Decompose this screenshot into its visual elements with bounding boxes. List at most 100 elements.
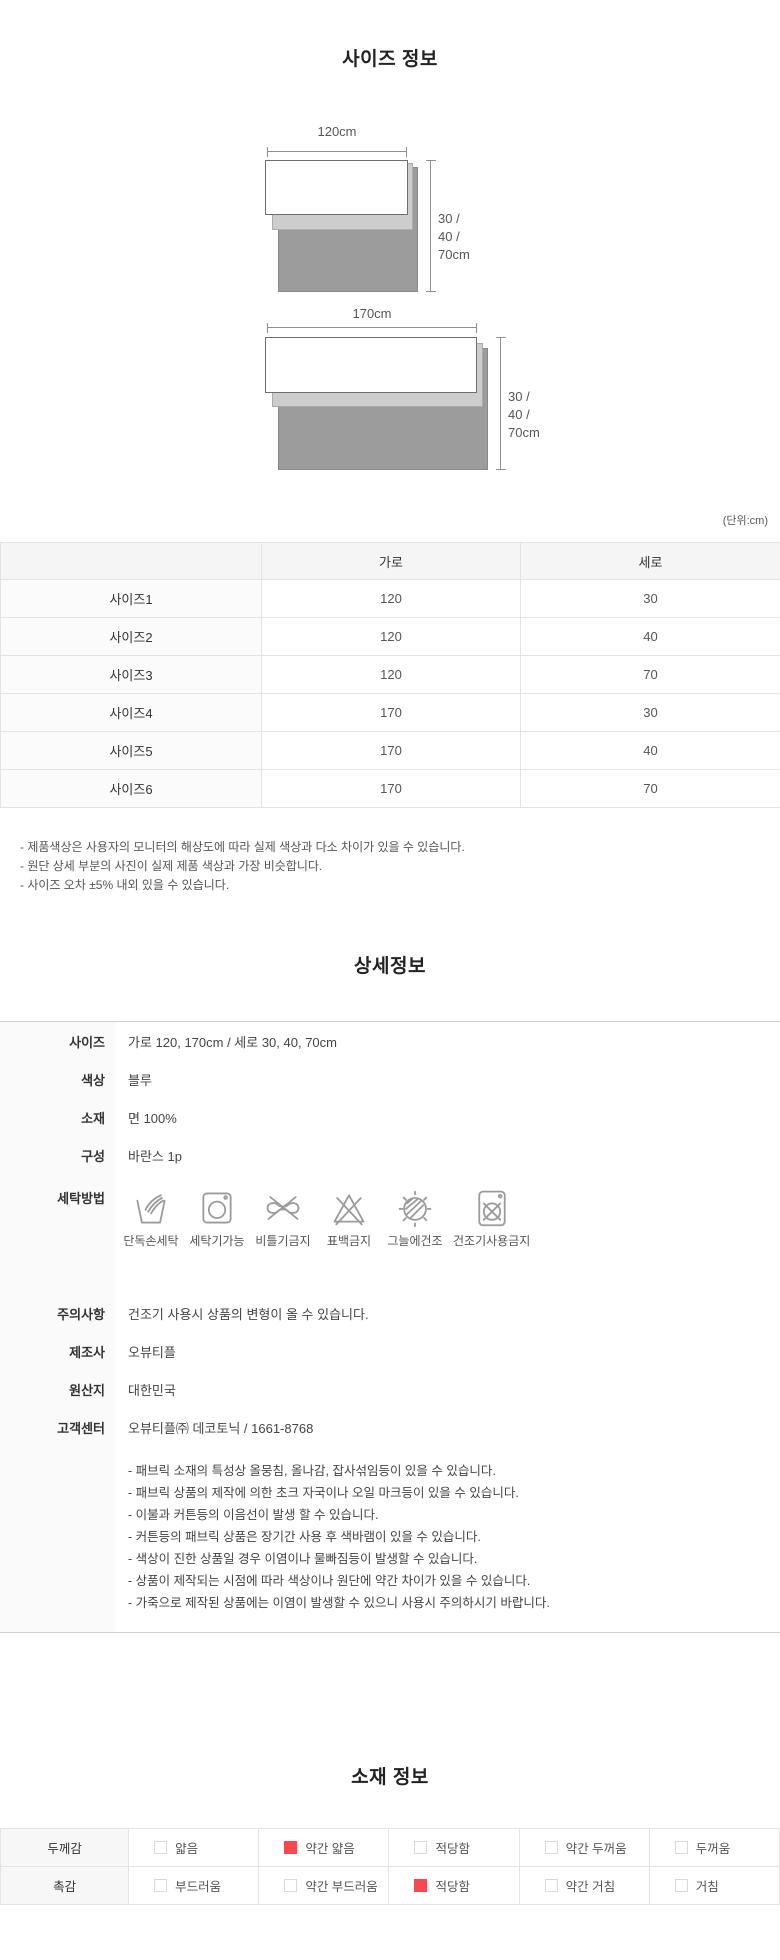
diagram1-height-dimension-line xyxy=(426,160,436,292)
detail-label: 색상 xyxy=(81,1072,105,1088)
table-row: 사이즈4 170 30 xyxy=(0,693,780,732)
no-wring-icon xyxy=(266,1196,300,1220)
detail-row-size: 사이즈 가로 120, 170cm / 세로 30, 40, 70cm xyxy=(0,1022,780,1060)
laundry-item-label: 비틀기금지 xyxy=(255,1234,311,1248)
checkbox xyxy=(674,1841,688,1854)
material-option-cell: 두꺼움 xyxy=(648,1828,780,1867)
size-table-header-height: 세로 xyxy=(520,542,780,580)
laundry-item-label: 건조기사용금지 xyxy=(453,1234,531,1248)
material-info-title: 소재 정보 xyxy=(351,1767,429,1788)
detail-note-line: - 패브릭 상품의 제작에 의한 초크 자국이나 오일 마크등이 있을 수 있습… xyxy=(128,1486,519,1500)
material-option-cell: 약간 두꺼움 xyxy=(518,1828,650,1867)
material-row-thickness: 두께감 얇음 약간 얇음 적당함 약간 두꺼움 두꺼움 xyxy=(0,1828,780,1867)
detail-value: 블루 xyxy=(128,1072,152,1088)
detail-note-line: - 커튼등의 패브릭 상품은 장기간 사용 후 색바램이 있을 수 있습니다. xyxy=(128,1530,481,1544)
material-option-label: 거침 xyxy=(695,1880,719,1894)
diagram1-width-label: 120cm xyxy=(317,124,357,139)
material-option-label: 약간 부드러움 xyxy=(305,1880,378,1894)
size-row-name: 사이즈5 xyxy=(0,731,262,770)
detail-value: 바란스 1p xyxy=(128,1148,182,1164)
size-notes: - 제품색상은 사용자의 모니터의 해상도에 따라 실제 색상과 다소 차이가 … xyxy=(20,838,780,895)
size-row-name: 사이즈6 xyxy=(0,769,262,808)
detail-label: 소재 xyxy=(81,1110,105,1126)
table-row: 사이즈5 170 40 xyxy=(0,731,780,770)
detail-note-line: - 색상이 진한 상품일 경우 이염이나 물빠짐등이 발생할 수 있습니다. xyxy=(128,1552,478,1566)
detail-value: 대한민국 xyxy=(128,1382,176,1398)
detail-row-origin: 원산지 대한민국 xyxy=(0,1370,780,1408)
material-row-label: 두께감 xyxy=(0,1828,130,1867)
detail-info-title: 상세정보 xyxy=(354,956,426,977)
size-table-header-width: 가로 xyxy=(261,542,521,580)
detail-row-color: 색상 블루 xyxy=(0,1060,780,1098)
material-option-label: 부드러움 xyxy=(175,1880,222,1894)
no-tumble-dry-icon xyxy=(478,1190,506,1227)
laundry-item-machine-washable: 세탁기가능 xyxy=(189,1188,245,1249)
size-row-height: 70 xyxy=(520,655,780,694)
checkbox xyxy=(284,1879,298,1892)
laundry-item-no-bleach: 표백금지 xyxy=(321,1188,377,1249)
size-diagrams: 120cm 30 / 40 / 70cm 170cm 30 / 40 / 70c… xyxy=(0,72,780,510)
detail-label: 사이즈 xyxy=(69,1034,105,1050)
detail-value: 오뷰티플㈜ 데코토닉 / 1661-8768 xyxy=(128,1420,314,1436)
size-info-title: 사이즈 정보 xyxy=(342,49,438,70)
material-row-label: 촉감 xyxy=(0,1866,130,1905)
detail-label: 구성 xyxy=(81,1148,105,1164)
diagram2-height-label: 30 / 40 / 70cm xyxy=(508,389,540,440)
detail-info-box: 사이즈 가로 120, 170cm / 세로 30, 40, 70cm 색상 블… xyxy=(0,1021,780,1633)
checkbox xyxy=(414,1879,428,1892)
detail-row-composition: 구성 바란스 1p xyxy=(0,1136,780,1174)
laundry-item-label: 세탁기가능 xyxy=(189,1234,245,1248)
detail-row-customer-center: 고객센터 오뷰티플㈜ 데코토닉 / 1661-8768 xyxy=(0,1408,780,1446)
size-note-line: - 제품색상은 사용자의 모니터의 해상도에 따라 실제 색상과 다소 차이가 … xyxy=(20,840,465,854)
size-note-line: - 원단 상세 부분의 사진이 실제 제품 색상과 가장 비슷합니다. xyxy=(20,859,323,873)
size-table-header-row: 가로 세로 xyxy=(0,542,780,580)
size-row-width: 120 xyxy=(261,579,521,618)
size-row-height: 40 xyxy=(520,731,780,770)
table-row: 사이즈3 120 70 xyxy=(0,655,780,694)
detail-label: 고객센터 xyxy=(57,1420,105,1436)
size-row-height: 30 xyxy=(520,693,780,732)
hand-wash-icon xyxy=(136,1194,166,1224)
size-table-header-blank xyxy=(0,542,262,580)
detail-note-line: - 상품이 제작되는 시점에 따라 색상이나 원단에 약간 차이가 있을 수 있… xyxy=(128,1574,531,1588)
detail-row-manufacturer: 제조사 오뷰티플 xyxy=(0,1332,780,1370)
material-option-label: 약간 얇음 xyxy=(305,1842,355,1856)
detail-notes: - 패브릭 소재의 특성상 올뭉침, 올나감, 잡사섞임등이 있을 수 있습니다… xyxy=(0,1446,780,1628)
material-option-label: 두꺼움 xyxy=(695,1842,731,1856)
laundry-item-label: 표백금지 xyxy=(326,1234,372,1248)
table-row: 사이즈2 120 40 xyxy=(0,617,780,656)
size-row-height: 30 xyxy=(520,579,780,618)
laundry-care-icons: 단독손세탁 세탁기가능 비틀기금지 xyxy=(115,1188,530,1249)
detail-row-washing: 세탁방법 단독손세탁 세탁기가능 xyxy=(0,1174,780,1294)
material-option-cell: 약간 거침 xyxy=(518,1866,650,1905)
material-option-label: 적당함 xyxy=(435,1842,470,1856)
size-row-name: 사이즈3 xyxy=(0,655,262,694)
size-row-width: 120 xyxy=(261,617,521,656)
checkbox xyxy=(154,1841,168,1854)
diagram2-height-dimension-line xyxy=(496,337,506,470)
material-option-label: 약간 거침 xyxy=(565,1880,616,1894)
checkbox xyxy=(414,1841,428,1854)
material-option-cell: 적당함 xyxy=(388,1828,520,1867)
material-row-texture: 촉감 부드러움 약간 부드러움 적당함 약간 거침 거침 xyxy=(0,1866,780,1905)
diagram2-width-dimension-line xyxy=(267,323,477,333)
washing-machine-icon xyxy=(202,1192,232,1224)
size-row-name: 사이즈1 xyxy=(0,579,262,618)
detail-label: 세탁방법 xyxy=(57,1191,105,1206)
unit-note: (단위:cm) xyxy=(722,515,768,527)
size-row-width: 170 xyxy=(261,731,521,770)
laundry-item-no-wring: 비틀기금지 xyxy=(255,1188,311,1249)
detail-note-line: - 가죽으로 제작된 상품에는 이염이 발생할 수 있으니 사용시 주의하시기 … xyxy=(128,1596,550,1610)
material-option-label: 얇음 xyxy=(175,1842,199,1856)
table-row: 사이즈6 170 70 xyxy=(0,769,780,808)
size-row-name: 사이즈2 xyxy=(0,617,262,656)
laundry-item-label: 그늘에건조 xyxy=(387,1234,443,1248)
detail-note-line: - 이불과 커튼등의 이음선이 발생 할 수 있습니다. xyxy=(128,1508,379,1522)
material-option-cell: 부드러움 xyxy=(128,1866,260,1905)
material-option-cell: 얇음 xyxy=(128,1828,260,1867)
laundry-item-label: 단독손세탁 xyxy=(123,1234,179,1248)
material-option-label: 약간 두꺼움 xyxy=(565,1842,627,1856)
detail-value: 면 100% xyxy=(128,1110,177,1126)
shade-dry-icon xyxy=(398,1190,432,1228)
checkbox xyxy=(544,1879,558,1892)
